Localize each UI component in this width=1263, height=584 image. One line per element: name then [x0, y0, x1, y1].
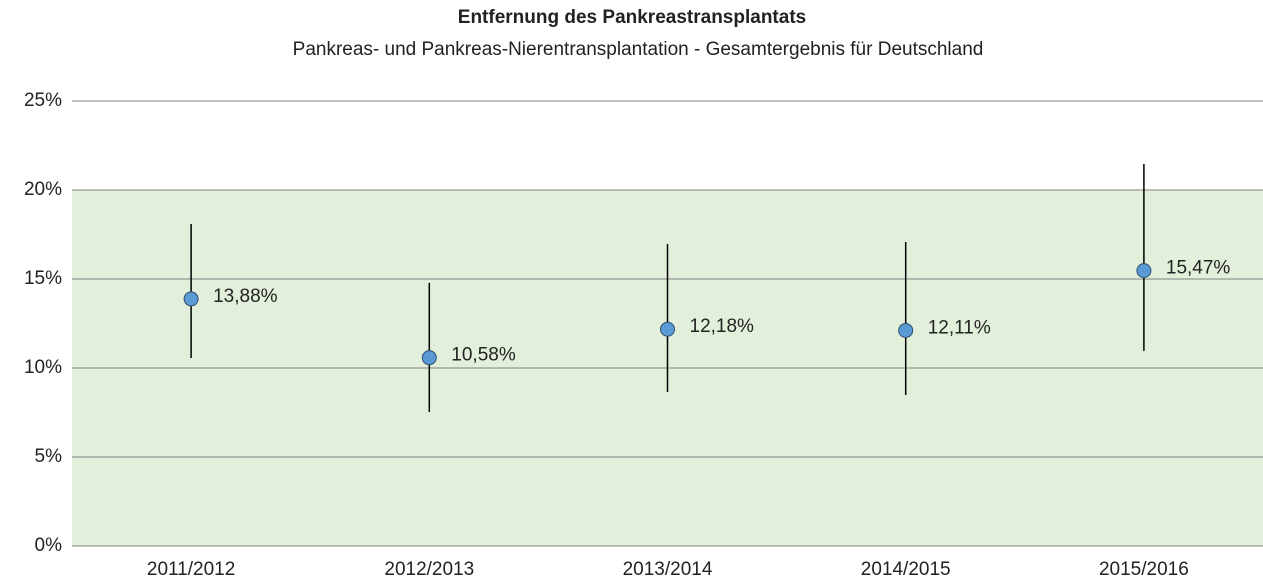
- point: [421, 350, 437, 366]
- x-tick-label: 2015/2016: [1099, 559, 1189, 580]
- value-label: 12,11%: [928, 317, 991, 338]
- y-tick-label: 0%: [35, 535, 63, 556]
- value-label: 13,88%: [213, 286, 278, 307]
- value-label: 12,18%: [690, 316, 755, 337]
- value-label: 15,47%: [1166, 258, 1231, 279]
- value-label: 10,58%: [451, 345, 516, 366]
- x-tick-label: 2014/2015: [861, 559, 951, 580]
- y-tick-label: 10%: [24, 357, 62, 378]
- point: [1136, 263, 1152, 279]
- point: [898, 322, 914, 338]
- x-tick-label: 2011/2012: [147, 559, 235, 580]
- x-tick-label: 2012/2013: [384, 559, 474, 580]
- x-tick-label: 2013/2014: [623, 559, 713, 580]
- y-tick-label: 25%: [24, 90, 62, 111]
- y-tick-label: 20%: [24, 179, 62, 200]
- chart-subtitle: Pankreas- und Pankreas-Nierentransplanta…: [293, 39, 984, 60]
- point: [660, 321, 675, 337]
- y-tick-label: 15%: [24, 268, 62, 289]
- point: [183, 291, 199, 307]
- y-tick-label: 5%: [35, 446, 63, 467]
- chart-title: Entfernung des Pankreastransplantats: [458, 7, 806, 28]
